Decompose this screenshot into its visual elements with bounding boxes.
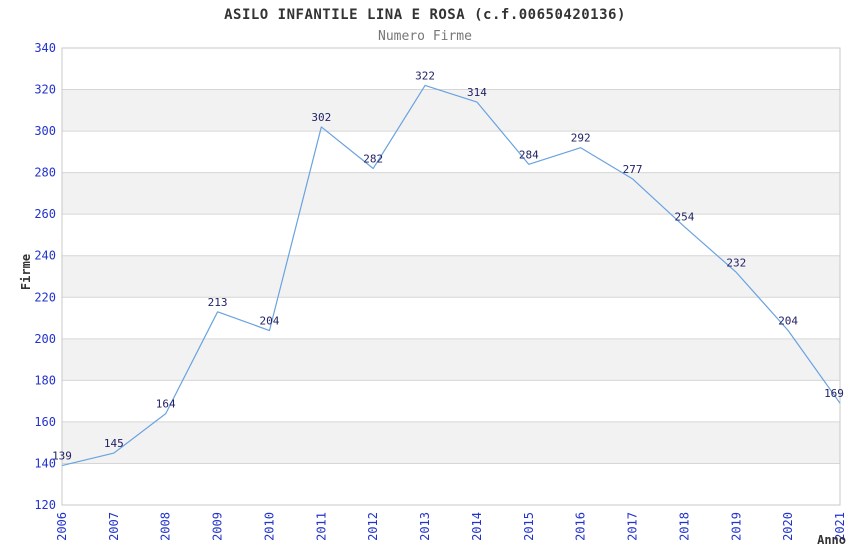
x-tick-label: 2018 [677,512,691,541]
data-label: 204 [778,315,798,328]
data-label: 254 [674,211,694,224]
data-label: 164 [156,398,176,411]
plot-border [61,47,841,506]
x-tick-label: 2012 [366,512,380,541]
y-tick-label: 160 [34,415,56,429]
x-tick-label: 2010 [262,512,276,541]
grid-band [62,338,840,381]
x-tick-label: 2007 [107,512,121,541]
data-label: 139 [52,450,72,463]
data-label: 322 [415,69,435,82]
data-label: 284 [519,148,539,161]
x-tick-label: 2009 [211,512,225,541]
y-tick-label: 180 [34,373,56,387]
y-tick-label: 240 [34,249,56,263]
data-label: 277 [623,163,643,176]
chart-title: ASILO INFANTILE LINA E ROSA (c.f.0065042… [224,7,626,23]
x-tick-label: 2017 [626,512,640,541]
y-tick-label: 140 [34,456,56,470]
x-tick-label: 2016 [574,512,588,541]
y-tick-label: 340 [34,41,56,55]
y-axis-label: Firme [19,254,33,290]
x-tick-label: 2019 [729,512,743,541]
data-label: 282 [363,152,383,165]
series-line [61,84,841,467]
x-tick-label: 2011 [314,512,328,541]
data-label: 302 [311,111,331,124]
x-tick-label: 2008 [159,512,173,541]
chart-subtitle: Numero Firme [378,29,472,44]
grid-band [62,421,840,464]
y-tick-label: 120 [34,498,56,512]
x-tick-label: 2021 [833,512,847,541]
y-tick-label: 300 [34,124,56,138]
x-axis-label: Anno [817,533,846,547]
data-label: 213 [208,296,228,309]
grid-band [62,172,840,215]
x-tick-label: 2020 [781,512,795,541]
data-label: 204 [260,315,280,328]
grid-band [62,89,840,132]
data-label: 169 [824,387,844,400]
y-tick-label: 220 [34,290,56,304]
x-tick-label: 2015 [522,512,536,541]
y-tick-label: 320 [34,83,56,97]
grid-band [62,255,840,298]
y-tick-label: 260 [34,207,56,221]
y-tick-label: 280 [34,166,56,180]
data-label: 314 [467,86,487,99]
x-tick-label: 2014 [470,512,484,541]
plot-area: 120 140 160 180 200 220 240 260 280 300 320 340 2006… [34,41,847,541]
data-label: 145 [104,437,124,450]
data-label: 292 [571,132,591,145]
x-tick-label: 2006 [55,512,69,541]
y-tick-label: 200 [34,332,56,346]
data-label: 232 [726,256,746,269]
x-tick-label: 2013 [418,512,432,541]
